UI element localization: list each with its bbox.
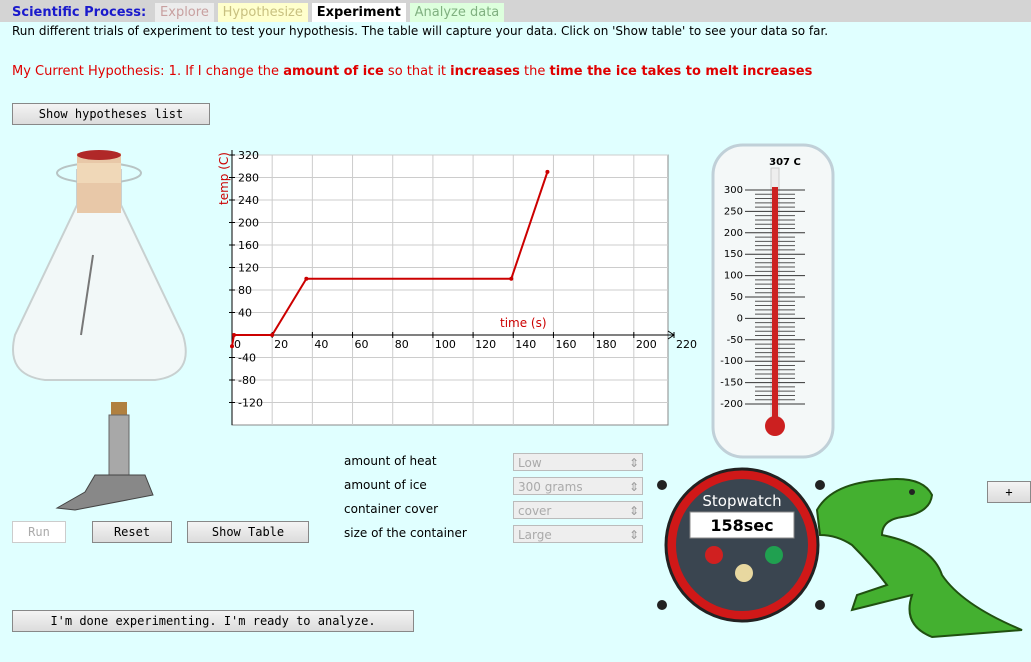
top-bar: Scientific Process: Explore Hypothesize … (0, 0, 1031, 22)
y-tick-label: 120 (238, 262, 259, 275)
hypothesis-direction: increases (450, 64, 520, 79)
x-tick-label: 60 (355, 338, 369, 351)
x-axis-arrow (667, 330, 675, 340)
stopwatch: Stopwatch 158sec (657, 467, 825, 623)
data-point (230, 344, 234, 349)
y-tick-label: 200 (238, 217, 259, 230)
thermometer-tick-label: -200 (720, 399, 743, 410)
thermometer: 307 C 300 250 200 150 100 50 0 -50 -100 -150 -200 (711, 143, 835, 459)
stopwatch-time: 158sec (710, 516, 773, 535)
hypothesis-variable: amount of ice (283, 64, 384, 79)
thermometer-tick-label: -100 (720, 356, 743, 367)
y-tick-label: 40 (238, 307, 252, 320)
y-tick-label: 80 (238, 284, 252, 297)
mercury (772, 187, 778, 426)
dinosaur (815, 478, 1023, 639)
x-tick-label: 180 (596, 338, 617, 351)
thermometer-tick-label: -50 (727, 335, 743, 346)
hypothesis-direction: increases (742, 64, 813, 79)
data-point (509, 276, 514, 281)
control-label: amount of heat (344, 454, 437, 468)
x-tick-label: 20 (274, 338, 288, 351)
y-tick-label: 240 (238, 194, 259, 207)
step-tab[interactable]: Hypothesize (217, 3, 308, 22)
x-tick-label: 120 (475, 338, 496, 351)
thermometer-tick-label: 150 (724, 249, 743, 260)
instructions: Run different trials of experiment to te… (12, 24, 829, 38)
data-point (270, 333, 275, 337)
button[interactable]: Run (12, 521, 66, 543)
y-tick-label: -40 (238, 352, 256, 365)
step-tab[interactable]: Analyze data (409, 3, 505, 22)
thermometer-tick-label: 0 (737, 313, 743, 324)
data-point (232, 333, 237, 337)
hypothesis-text: My Current Hypothesis: 1. If I change th… (12, 64, 280, 79)
thermometer-reading: 307 C (769, 157, 801, 168)
select[interactable]: Low (513, 453, 643, 472)
data-point (304, 276, 309, 281)
select[interactable]: Large (513, 525, 643, 544)
x-tick-label: 0 (234, 338, 241, 351)
data-point (545, 169, 550, 174)
x-tick-label: 220 (676, 338, 697, 351)
button[interactable]: Reset (92, 521, 172, 543)
control-label: size of the container (344, 526, 467, 540)
x-tick-label: 80 (395, 338, 409, 351)
step-tab[interactable]: Experiment (311, 3, 406, 22)
button[interactable]: Show hypotheses list (12, 103, 210, 125)
y-axis-label: temp (C) (217, 152, 231, 205)
temperature-chart: 0 20 40 60 80 100 120 140 160 180 200 220 -120 -80 -40… (217, 149, 697, 426)
x-tick-label: 160 (555, 338, 576, 351)
x-tick-label: 200 (636, 338, 657, 351)
thermometer-tick-label: 100 (724, 271, 743, 282)
x-tick-label: 140 (515, 338, 536, 351)
hypothesis: My Current Hypothesis: 1. If I change th… (12, 65, 912, 78)
y-tick-label: -80 (238, 374, 256, 387)
thermometer-tick-label: 300 (724, 185, 743, 196)
y-tick-label: 320 (238, 149, 259, 162)
burner (55, 402, 154, 511)
stopwatch-title: Stopwatch (702, 492, 781, 510)
hypothesis-outcome: time the ice takes to melt (549, 64, 739, 79)
y-tick-label: 280 (238, 172, 259, 185)
header-label: Scientific Process: (12, 5, 147, 20)
y-tick-label: -120 (238, 397, 263, 410)
y-tick-label: 160 (238, 239, 259, 252)
select[interactable]: 300 grams (513, 477, 643, 496)
hypothesis-text: the (524, 64, 546, 79)
control-label: container cover (344, 502, 439, 516)
select[interactable]: cover (513, 501, 643, 520)
step-tab[interactable]: Explore (155, 3, 214, 22)
thermometer-tick-label: 200 (724, 228, 743, 239)
thermometer-tick-label: 50 (730, 292, 743, 303)
x-tick-label: 40 (314, 338, 328, 351)
x-axis-label: time (s) (500, 316, 547, 330)
thermometer-tick-label: 250 (724, 206, 743, 217)
x-tick-label: 100 (435, 338, 456, 351)
thermometer-tick-label: -150 (720, 378, 743, 389)
control-label: amount of ice (344, 478, 427, 492)
button[interactable]: Show Table (187, 521, 309, 543)
button[interactable]: I'm done experimenting. I'm ready to ana… (12, 610, 414, 632)
flask (12, 150, 187, 381)
hypothesis-text: so that it (387, 64, 447, 79)
